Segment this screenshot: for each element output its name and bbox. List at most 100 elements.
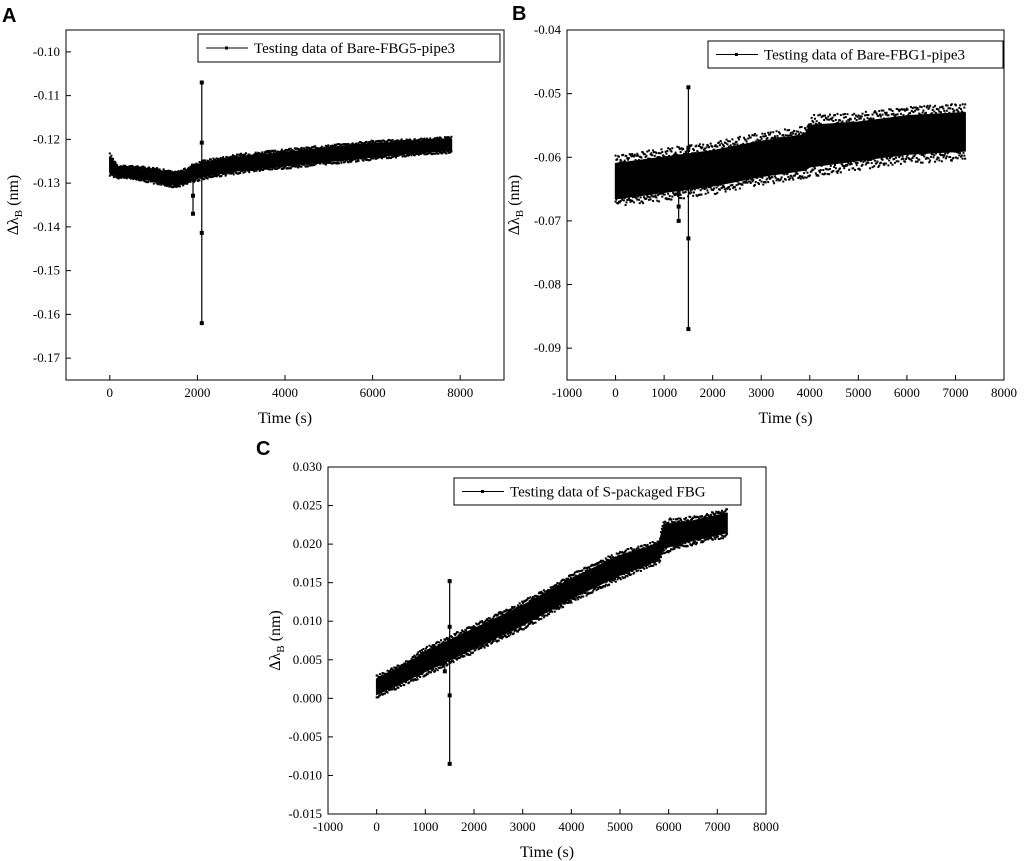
series-point [274,166,277,169]
series-point [686,545,689,548]
series-point [560,603,563,606]
series-point [671,548,674,551]
series-point [798,126,801,129]
series-point [209,158,212,161]
series-point [920,106,923,109]
series-point [942,107,945,110]
series-point [280,165,283,168]
series-point [735,140,738,143]
series-point [324,144,327,147]
series-point [195,162,198,165]
series-point [653,154,656,157]
series-point [578,595,581,598]
series-point [593,587,596,590]
y-tick-label: -0.11 [33,88,60,103]
x-tick-label: 8000 [991,385,1017,400]
series-point [843,116,846,119]
series-point [900,158,903,161]
series-point [706,538,709,541]
legend: Testing data of S-packaged FBG [453,477,742,506]
series-point [818,171,821,174]
series-point [159,182,162,185]
series-point [884,111,887,114]
series-point [514,628,517,631]
series-point [491,641,494,644]
series-point [848,119,851,122]
series-point [656,199,659,202]
series-point [287,149,290,152]
series-point [297,164,300,167]
series-point [686,149,689,152]
series-point [269,168,272,171]
series-point [748,180,751,183]
plot-area [108,80,453,326]
series-point [394,156,397,159]
series-point [625,201,628,204]
series-point [932,106,935,109]
series-point [625,155,628,158]
series-point [752,141,755,144]
series-point [501,611,504,614]
series-point [258,169,261,172]
y-tick-label: 0.015 [293,575,322,590]
series-point [369,142,372,145]
x-tick-label: 4000 [272,385,298,400]
series-point [280,148,283,151]
series-point [856,115,859,118]
series-point [773,135,776,138]
series-point [682,197,685,200]
series-point [819,123,822,126]
series-point [637,195,640,198]
series-point [630,155,633,158]
series-point [202,159,205,162]
series-point [425,137,428,140]
series-point [436,669,439,672]
series-point [910,109,913,112]
series-point [849,163,852,166]
series-point [744,138,747,141]
series-point [660,556,663,559]
series-point [365,140,368,143]
series-point [614,556,617,559]
series-point [684,542,687,545]
series-point [893,157,896,160]
series-point [763,135,766,138]
series-point [460,653,463,656]
x-tick-label: 8000 [447,385,473,400]
series-point [357,142,360,145]
series-point [677,154,680,157]
series-point [805,129,808,132]
series-point [634,159,637,162]
series-point [536,617,539,620]
series-point [289,147,292,150]
series-point [950,159,953,162]
series-point [823,114,826,117]
series-point [812,168,815,171]
series-point [143,166,146,169]
series-point [699,538,702,541]
series-point [201,161,204,164]
series-point [708,537,711,540]
series-point [541,614,544,617]
series-point [645,566,648,569]
series-point [409,659,412,662]
series-point [665,197,668,200]
series-point [110,154,113,157]
series-point [844,116,847,119]
series-point [931,109,934,112]
series-point [258,168,261,171]
series-point [235,155,238,158]
series-point [934,112,937,115]
series-point [583,566,586,569]
series-point [458,633,461,636]
y-tick-label: -0.05 [534,86,561,101]
series-point [961,157,964,160]
series-point [596,586,599,589]
series-point [738,135,741,138]
series-point [766,177,769,180]
series-point [247,169,250,172]
series-point [729,144,732,147]
series-point [902,157,905,160]
x-tick-label: 5000 [607,819,633,834]
series-point [563,602,566,605]
